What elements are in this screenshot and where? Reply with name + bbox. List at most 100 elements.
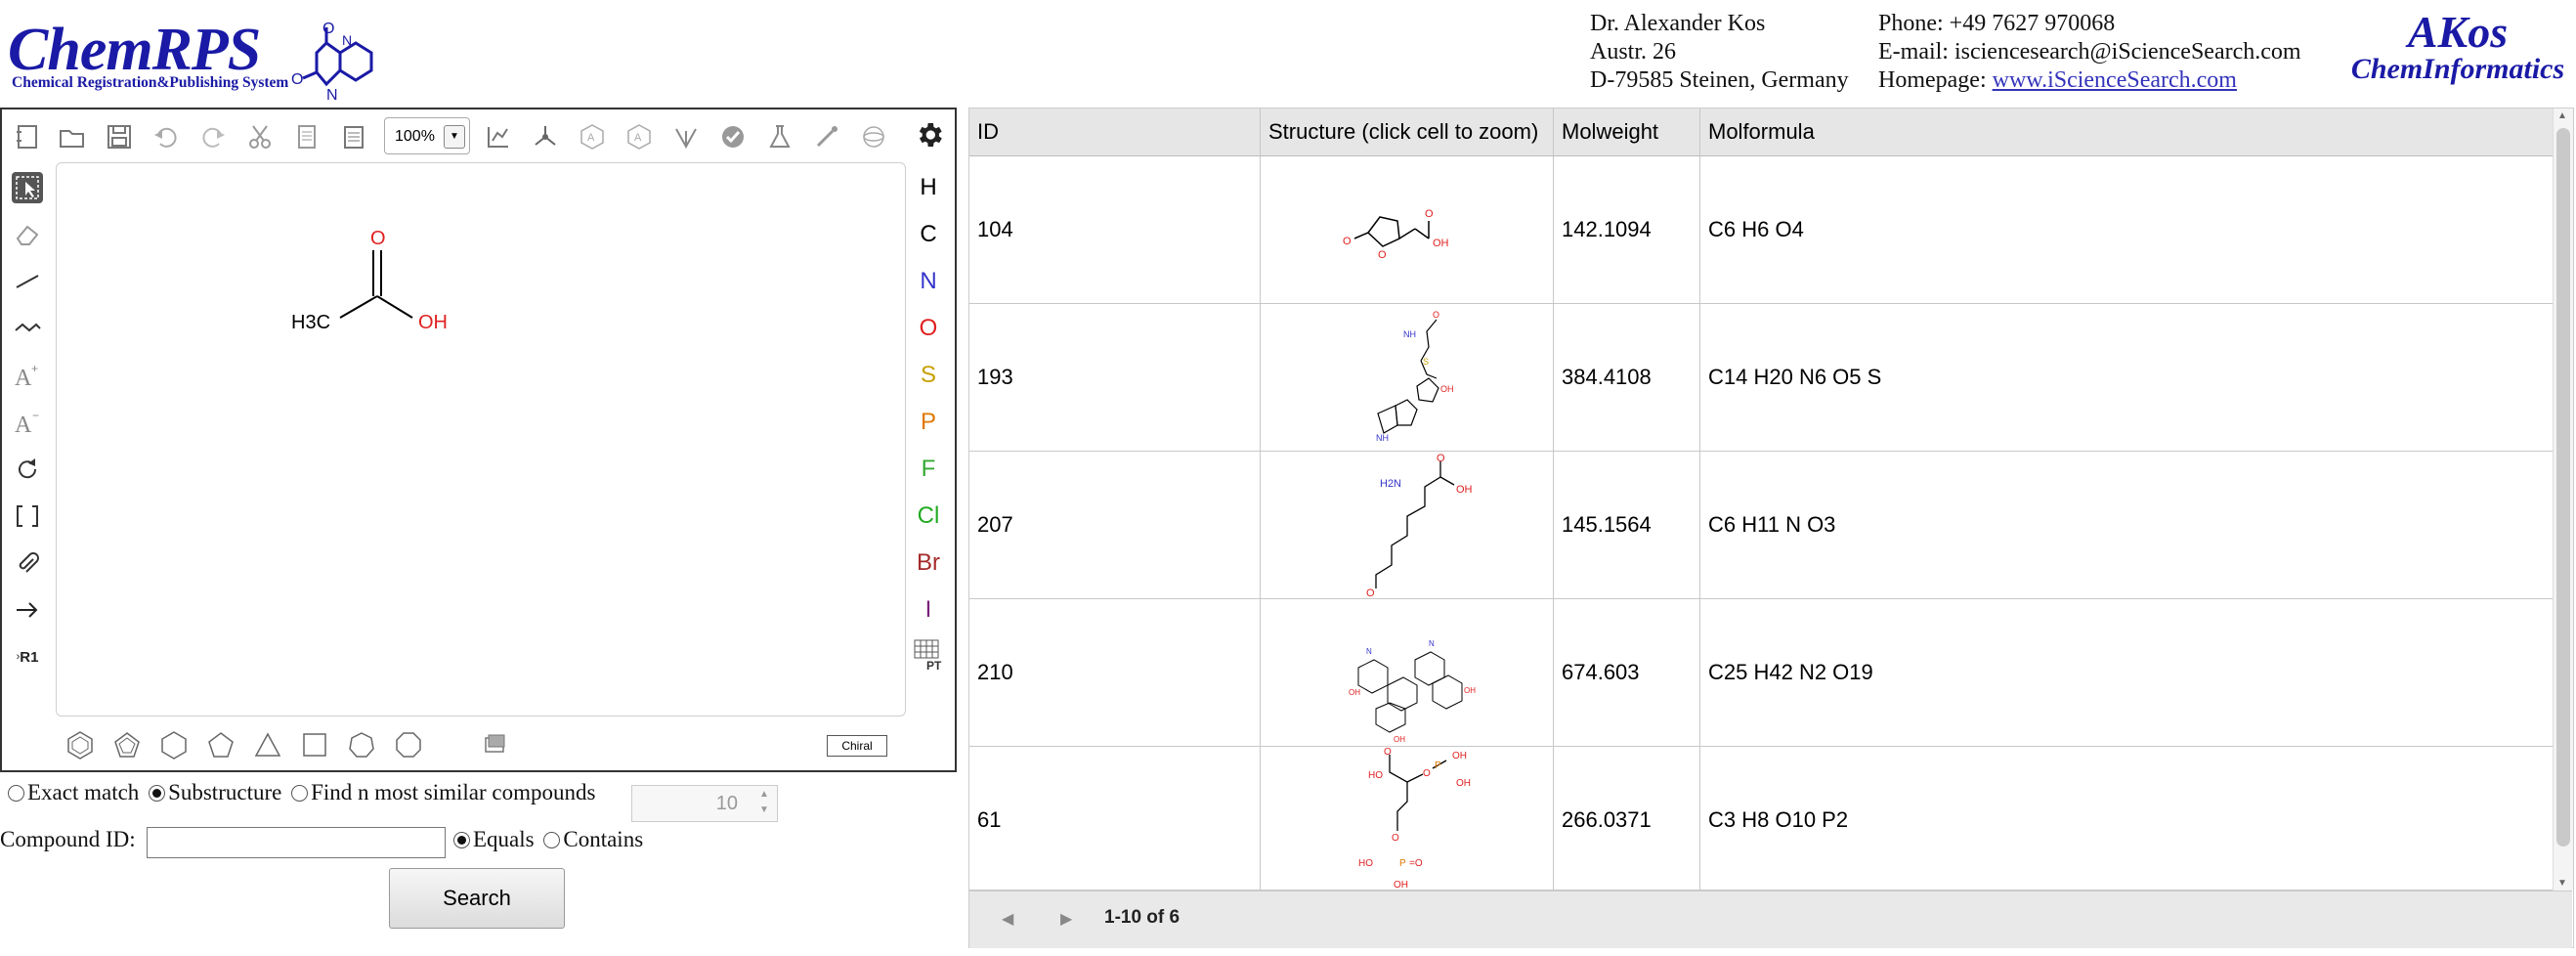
rotate-icon[interactable] bbox=[12, 454, 43, 485]
cell-structure[interactable]: O OH H2N O bbox=[1261, 452, 1554, 599]
akos-brand-top: AKos bbox=[2407, 7, 2509, 57]
contact-city: D-79585 Steinen, Germany bbox=[1590, 67, 1849, 93]
stereo-icon[interactable] bbox=[670, 121, 702, 152]
previous-page-icon[interactable]: ◀ bbox=[1002, 911, 1014, 928]
copy-icon[interactable] bbox=[291, 121, 322, 152]
new-document-icon[interactable] bbox=[12, 121, 43, 152]
3d-view-icon[interactable] bbox=[858, 121, 889, 152]
calculate-icon[interactable] bbox=[764, 121, 795, 152]
r-group-tool[interactable]: › R1 bbox=[16, 648, 39, 666]
scrollbar-thumb[interactable] bbox=[2556, 128, 2570, 847]
settings-gear-icon[interactable] bbox=[914, 119, 945, 151]
select-tool-icon[interactable] bbox=[12, 172, 43, 203]
radio-contains[interactable]: Contains bbox=[543, 827, 643, 851]
table-row[interactable]: 61 O HO O P OH OH O HO P =O OH 266.0371 C3 H8 O10 … bbox=[969, 747, 2553, 891]
cyclopentadiene-template-icon[interactable] bbox=[111, 729, 143, 760]
table-row[interactable]: 207 O OH H2N O 145.1564 C6 H11 N O3 bbox=[969, 452, 2553, 599]
column-header-molweight[interactable]: Molweight bbox=[1554, 109, 1700, 155]
periodic-table-icon[interactable]: PT bbox=[913, 639, 944, 672]
reaction-arrow-icon[interactable] bbox=[12, 594, 43, 626]
open-folder-icon[interactable] bbox=[57, 121, 88, 152]
save-icon[interactable] bbox=[104, 121, 135, 152]
radio-circle[interactable] bbox=[8, 785, 24, 802]
compound-id-input[interactable] bbox=[147, 827, 446, 858]
table-row[interactable]: 193 O NH S OH NH 384.4108 C14 H20 N6 O5 S bbox=[969, 304, 2553, 452]
cyclobutane-template-icon[interactable] bbox=[299, 729, 330, 760]
drawing-canvas[interactable] bbox=[56, 162, 906, 717]
cyclohexane-template-icon[interactable] bbox=[158, 729, 190, 760]
spinner-arrows-icon[interactable]: ▲ ▼ bbox=[759, 789, 769, 815]
column-header-structure[interactable]: Structure (click cell to zoom) bbox=[1261, 109, 1554, 155]
radio-exact-match[interactable]: Exact match bbox=[8, 780, 139, 804]
radio-circle[interactable] bbox=[291, 785, 309, 802]
acetic-acid-molecule[interactable]: H3C O OH bbox=[274, 215, 469, 352]
element-button-br[interactable]: Br bbox=[917, 549, 940, 576]
layout-icon[interactable] bbox=[483, 121, 514, 152]
periodic-table-label: PT bbox=[926, 659, 942, 672]
cell-structure[interactable]: O HO O P OH OH O HO P =O OH bbox=[1261, 747, 1554, 891]
svg-text:O: O bbox=[1384, 747, 1392, 758]
paste-icon[interactable] bbox=[338, 121, 369, 152]
element-button-i[interactable]: I bbox=[924, 596, 932, 623]
scroll-up-icon[interactable]: ▲ bbox=[2557, 110, 2567, 121]
dearomatize-icon[interactable]: A bbox=[623, 121, 655, 152]
element-button-o[interactable]: O bbox=[919, 315, 938, 341]
radio-circle-selected[interactable] bbox=[453, 832, 470, 848]
radio-substructure[interactable]: Substructure bbox=[149, 780, 281, 804]
element-button-n[interactable]: N bbox=[920, 268, 937, 294]
element-button-s[interactable]: S bbox=[920, 362, 936, 388]
column-header-molformula[interactable]: Molformula bbox=[1708, 119, 1815, 144]
radio-equals[interactable]: Equals bbox=[453, 827, 535, 851]
bracket-tool-icon[interactable] bbox=[12, 500, 43, 532]
radio-substructure-label: Substructure bbox=[168, 780, 282, 804]
column-header-id[interactable]: ID bbox=[969, 109, 1261, 155]
radio-circle[interactable] bbox=[543, 832, 561, 848]
structure-thumbnail[interactable]: O O O OH bbox=[1261, 156, 1554, 303]
element-button-p[interactable]: P bbox=[920, 409, 936, 435]
charge-minus-icon[interactable]: A − bbox=[12, 407, 43, 438]
structure-thumbnail[interactable]: N N OH OH OH bbox=[1261, 599, 1554, 746]
element-button-h[interactable]: H bbox=[920, 174, 937, 200]
cyclopropane-template-icon[interactable] bbox=[252, 729, 283, 760]
benzene-template-icon[interactable] bbox=[64, 729, 96, 760]
cyclopentane-template-icon[interactable] bbox=[205, 729, 236, 760]
next-page-icon[interactable]: ▶ bbox=[1060, 911, 1073, 928]
element-button-c[interactable]: C bbox=[920, 221, 937, 247]
cell-structure[interactable]: O NH S OH NH bbox=[1261, 304, 1554, 451]
check-structure-icon[interactable] bbox=[717, 121, 749, 152]
template-library-icon[interactable] bbox=[479, 729, 510, 760]
cell-molformula: C6 H6 O4 bbox=[1708, 217, 1804, 241]
structure-thumbnail[interactable]: O NH S OH NH bbox=[1261, 304, 1554, 451]
aromatize-icon[interactable]: A bbox=[577, 121, 608, 152]
redo-icon[interactable] bbox=[197, 121, 229, 152]
chain-tool-icon[interactable] bbox=[12, 313, 43, 344]
eraser-icon[interactable] bbox=[12, 219, 43, 250]
search-button[interactable]: Search bbox=[389, 868, 565, 929]
cyclooctane-template-icon[interactable] bbox=[393, 729, 424, 760]
grid-scrollbar[interactable]: ▲ ▼ bbox=[2553, 109, 2573, 891]
charge-plus-icon[interactable]: A + bbox=[12, 360, 43, 391]
cut-icon[interactable] bbox=[244, 121, 276, 152]
element-button-f[interactable]: F bbox=[921, 456, 936, 482]
attachment-icon[interactable] bbox=[12, 547, 43, 579]
scroll-down-icon[interactable]: ▼ bbox=[2557, 878, 2567, 889]
cell-structure[interactable]: O O O OH bbox=[1261, 156, 1554, 303]
table-row[interactable]: 104 O O O OH 142.1094 C6 H6 O4 bbox=[969, 156, 2553, 304]
undo-icon[interactable] bbox=[150, 121, 182, 152]
pipette-icon[interactable] bbox=[811, 121, 842, 152]
zoom-select[interactable]: 100% ▼ bbox=[384, 117, 470, 154]
radio-circle-selected[interactable] bbox=[149, 785, 166, 802]
similar-count-input[interactable]: 10 bbox=[631, 785, 778, 822]
chiral-flag-button[interactable]: Chiral bbox=[827, 735, 887, 757]
single-bond-icon[interactable] bbox=[12, 266, 43, 297]
cycloheptane-template-icon[interactable] bbox=[346, 729, 377, 760]
homepage-link[interactable]: www.iScienceSearch.com bbox=[1992, 67, 2237, 93]
zoom-value: 100% bbox=[395, 128, 435, 145]
table-row[interactable]: 210 N N OH OH OH 674.603 C25 H42 N2 O19 bbox=[969, 599, 2553, 747]
structure-thumbnail[interactable]: O OH H2N O bbox=[1261, 452, 1554, 599]
element-button-cl[interactable]: Cl bbox=[917, 502, 940, 529]
clean-structure-icon[interactable] bbox=[530, 121, 561, 152]
cell-structure[interactable]: N N OH OH OH bbox=[1261, 599, 1554, 746]
radio-similar[interactable]: Find n most similar compounds bbox=[291, 780, 595, 804]
